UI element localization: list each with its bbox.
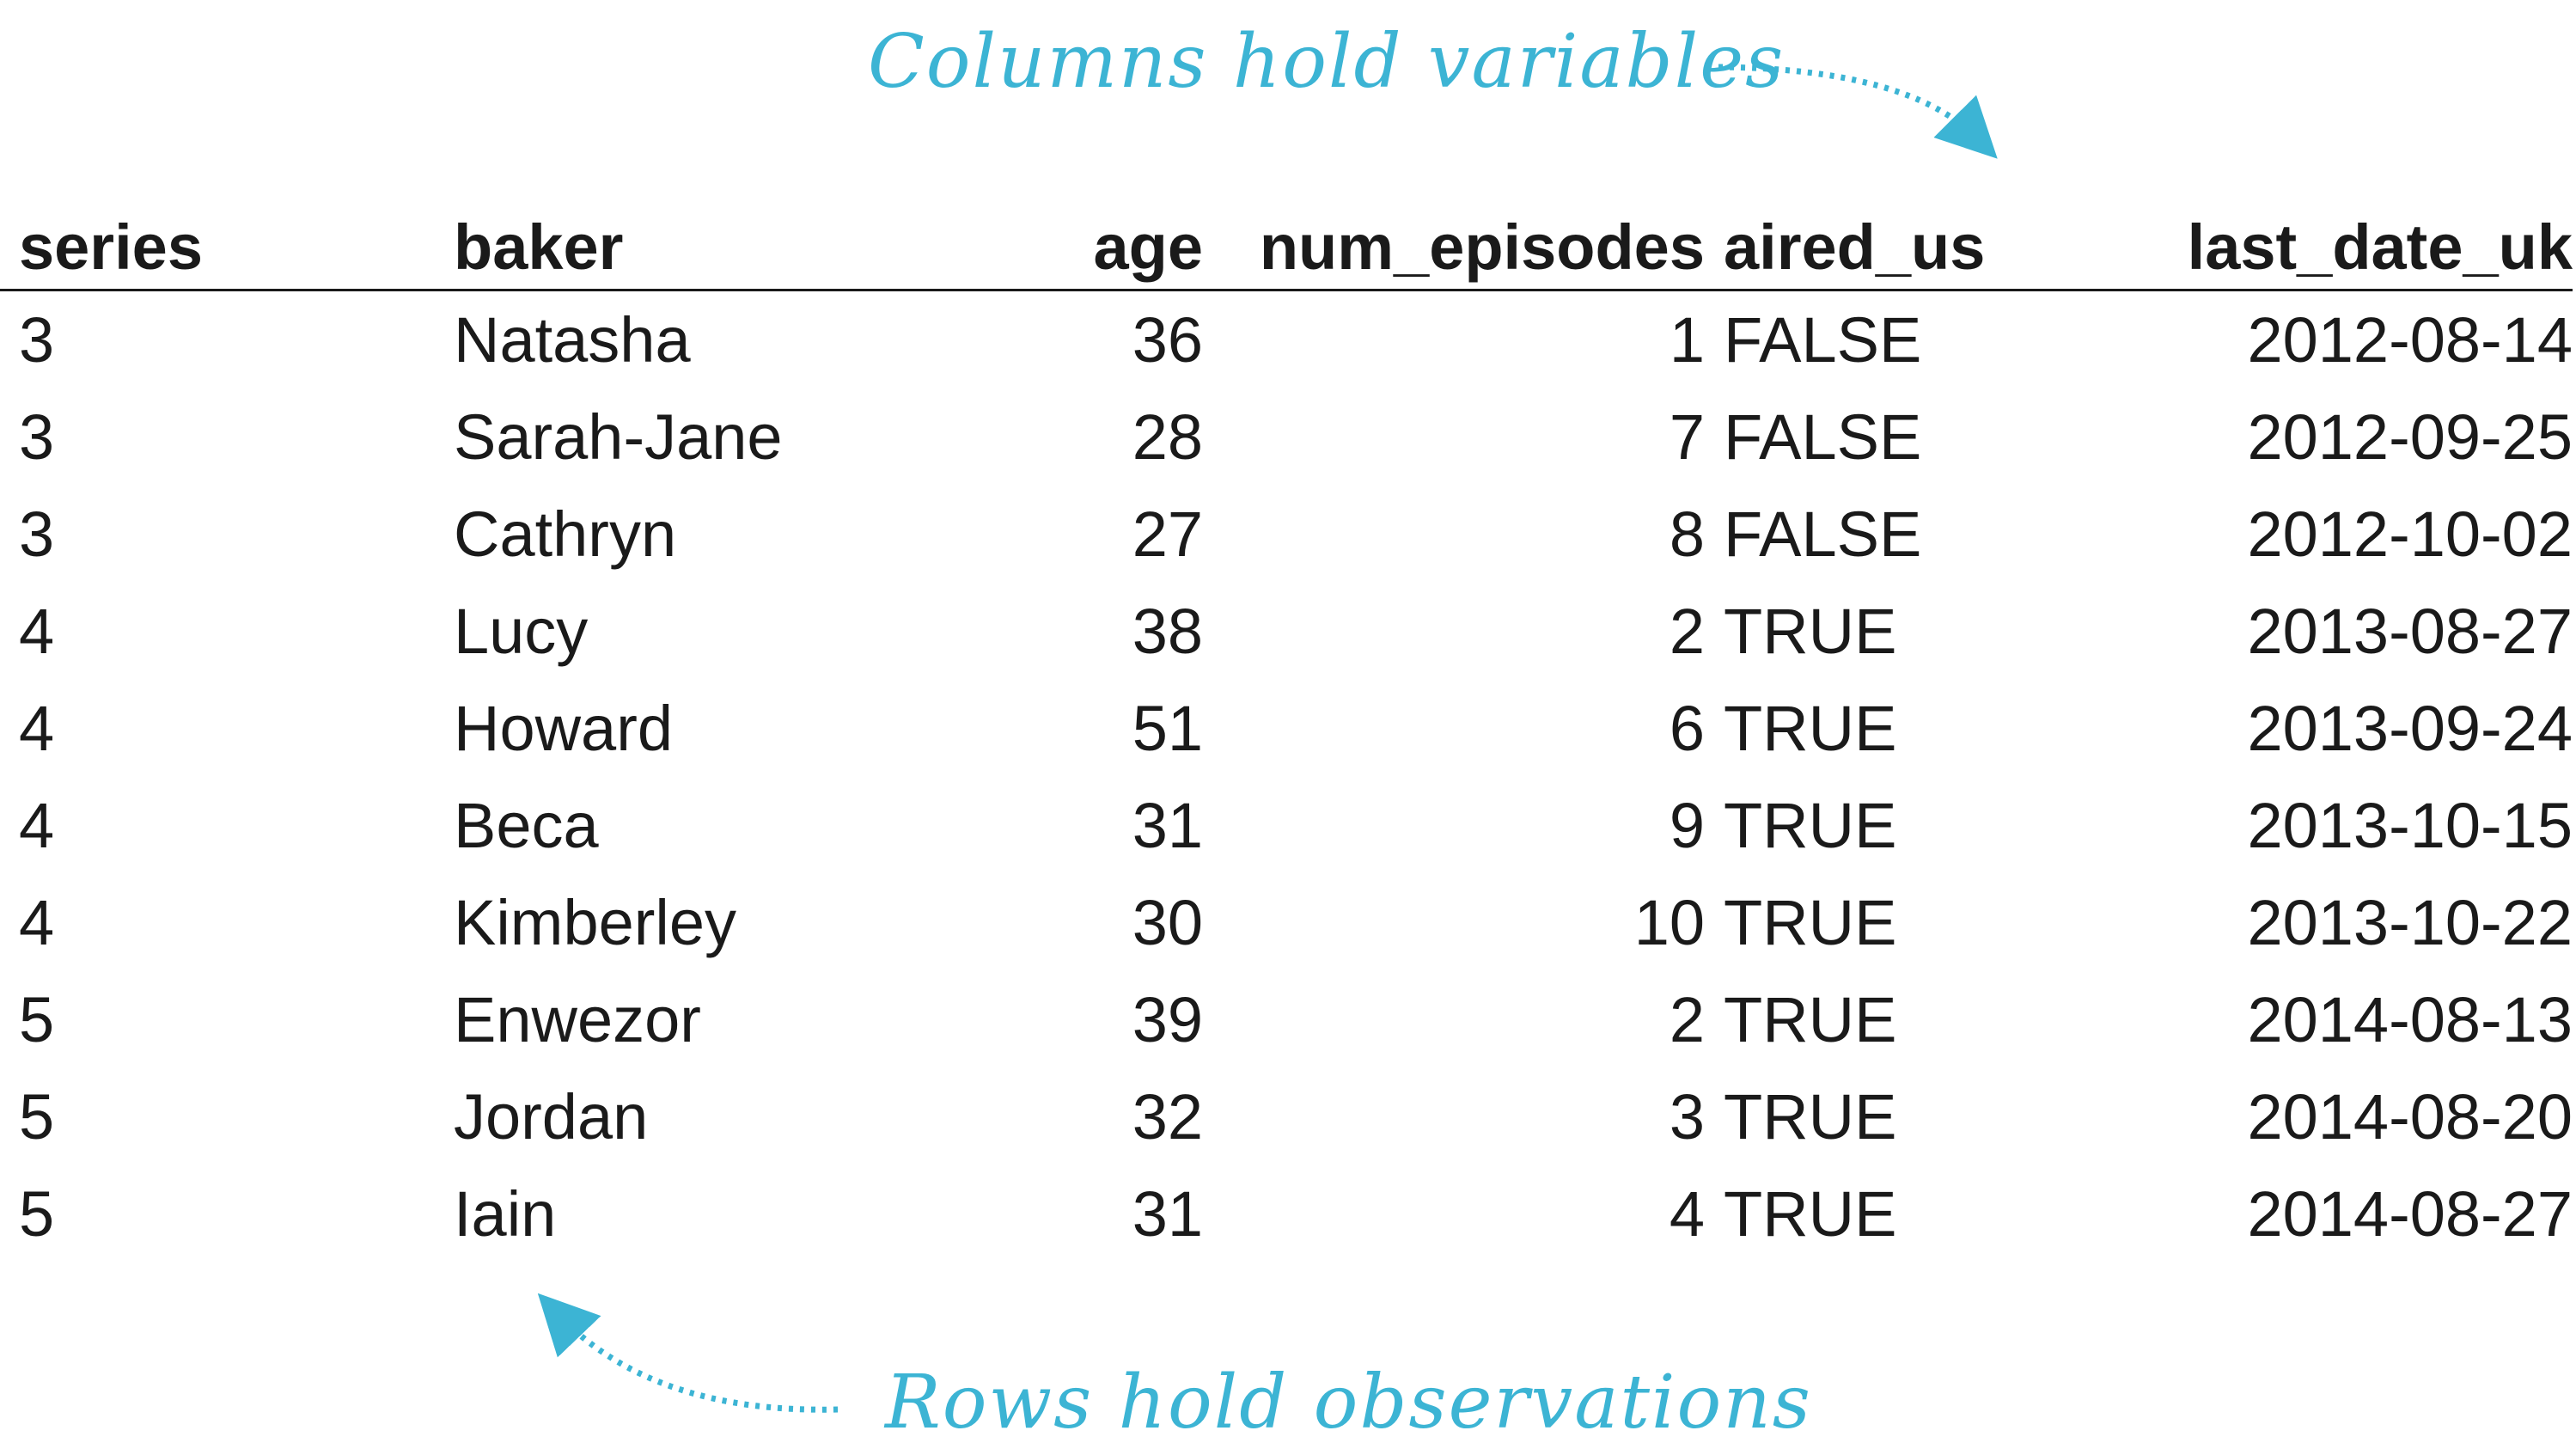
cell-num-episodes: 4 <box>1669 1178 1705 1250</box>
cell-num-episodes: 7 <box>1669 401 1705 473</box>
cell-age: 28 <box>1132 401 1203 473</box>
table-row: 5 Iain 31 4 TRUE 2014-08-27 <box>0 1165 2573 1263</box>
table-row: 4 Howard 51 6 TRUE 2013-09-24 <box>0 680 2573 777</box>
table-row: 5 Jordan 32 3 TRUE 2014-08-20 <box>0 1068 2573 1165</box>
cell-age: 32 <box>1132 1081 1203 1152</box>
table-row: 4 Beca 31 9 TRUE 2013-10-15 <box>0 777 2573 874</box>
cell-last-date-uk: 2013-10-15 <box>2247 790 2573 861</box>
cell-age: 36 <box>1132 304 1203 376</box>
header-last-date-uk: last_date_uk <box>2134 196 2573 291</box>
cell-num-episodes: 2 <box>1669 596 1705 667</box>
cell-age: 38 <box>1132 596 1203 667</box>
cell-num-episodes: 10 <box>1633 887 1705 958</box>
cell-aired-us: TRUE <box>1724 1178 1897 1250</box>
header-aired-us: aired_us <box>1705 196 2134 291</box>
table-row: 4 Lucy 38 2 TRUE 2013-08-27 <box>0 583 2573 680</box>
cell-aired-us: TRUE <box>1724 887 1897 958</box>
table-body: 3 Natasha 36 1 FALSE 2012-08-14 3 Sarah-Jane 28 7… <box>0 290 2573 1263</box>
cell-aired-us: TRUE <box>1724 790 1897 861</box>
header-row: series baker age num_episodes aired_us l… <box>0 196 2573 291</box>
cell-num-episodes: 6 <box>1669 693 1705 764</box>
cell-last-date-uk: 2014-08-27 <box>2247 1178 2573 1250</box>
cell-baker: Howard <box>454 693 673 764</box>
cell-baker: Lucy <box>454 596 589 667</box>
cell-baker: Natasha <box>454 304 691 376</box>
cell-age: 51 <box>1132 693 1203 764</box>
cell-baker: Iain <box>454 1178 557 1250</box>
columns-annotation: Columns hold variables <box>868 19 1785 105</box>
cell-num-episodes: 3 <box>1669 1081 1705 1152</box>
table-row: 3 Cathryn 27 8 FALSE 2012-10-02 <box>0 486 2573 583</box>
cell-baker: Sarah-Jane <box>454 401 783 473</box>
cell-num-episodes: 9 <box>1669 790 1705 861</box>
cell-series: 5 <box>19 1178 55 1250</box>
cell-last-date-uk: 2012-10-02 <box>2247 498 2573 570</box>
cell-last-date-uk: 2012-08-14 <box>2247 304 2573 376</box>
table-row: 3 Natasha 36 1 FALSE 2012-08-14 <box>0 290 2573 389</box>
cell-series: 5 <box>19 1081 55 1152</box>
rows-annotation: Rows hold observations <box>885 1360 1812 1446</box>
cell-baker: Enwezor <box>454 984 701 1055</box>
cell-aired-us: FALSE <box>1724 304 1922 376</box>
table-row: 5 Enwezor 39 2 TRUE 2014-08-13 <box>0 971 2573 1068</box>
cell-last-date-uk: 2012-09-25 <box>2247 401 2573 473</box>
data-table: series baker age num_episodes aired_us l… <box>0 196 2573 1263</box>
cell-series: 3 <box>19 304 55 376</box>
cell-age: 31 <box>1132 1178 1203 1250</box>
cell-num-episodes: 2 <box>1669 984 1705 1055</box>
cell-aired-us: FALSE <box>1724 498 1922 570</box>
cell-baker: Beca <box>454 790 599 861</box>
cell-series: 4 <box>19 887 55 958</box>
cell-aired-us: TRUE <box>1724 596 1897 667</box>
cell-aired-us: TRUE <box>1724 984 1897 1055</box>
cell-num-episodes: 8 <box>1669 498 1705 570</box>
cell-last-date-uk: 2013-08-27 <box>2247 596 2573 667</box>
header-series: series <box>0 196 435 291</box>
cell-baker: Cathryn <box>454 498 677 570</box>
header-baker: baker <box>435 196 993 291</box>
cell-last-date-uk: 2013-10-22 <box>2247 887 2573 958</box>
cell-series: 3 <box>19 401 55 473</box>
table-row: 3 Sarah-Jane 28 7 FALSE 2012-09-25 <box>0 388 2573 486</box>
rows-arrow <box>537 1293 839 1413</box>
cell-baker: Jordan <box>454 1081 649 1152</box>
cell-series: 4 <box>19 790 55 861</box>
cell-last-date-uk: 2014-08-20 <box>2247 1081 2573 1152</box>
cell-aired-us: TRUE <box>1724 693 1897 764</box>
cell-baker: Kimberley <box>454 887 736 958</box>
cell-series: 3 <box>19 498 55 570</box>
cell-series: 5 <box>19 984 55 1055</box>
header-num-episodes: num_episodes <box>1203 196 1705 291</box>
cell-series: 4 <box>19 596 55 667</box>
cell-age: 27 <box>1132 498 1203 570</box>
cell-age: 39 <box>1132 984 1203 1055</box>
cell-age: 31 <box>1132 790 1203 861</box>
cell-last-date-uk: 2014-08-13 <box>2247 984 2573 1055</box>
cell-aired-us: FALSE <box>1724 401 1922 473</box>
cell-last-date-uk: 2013-09-24 <box>2247 693 2573 764</box>
table-row: 4 Kimberley 30 10 TRUE 2013-10-22 <box>0 874 2573 971</box>
cell-series: 4 <box>19 693 55 764</box>
cell-aired-us: TRUE <box>1724 1081 1897 1152</box>
cell-num-episodes: 1 <box>1669 304 1705 376</box>
header-age: age <box>993 196 1203 291</box>
cell-age: 30 <box>1132 887 1203 958</box>
